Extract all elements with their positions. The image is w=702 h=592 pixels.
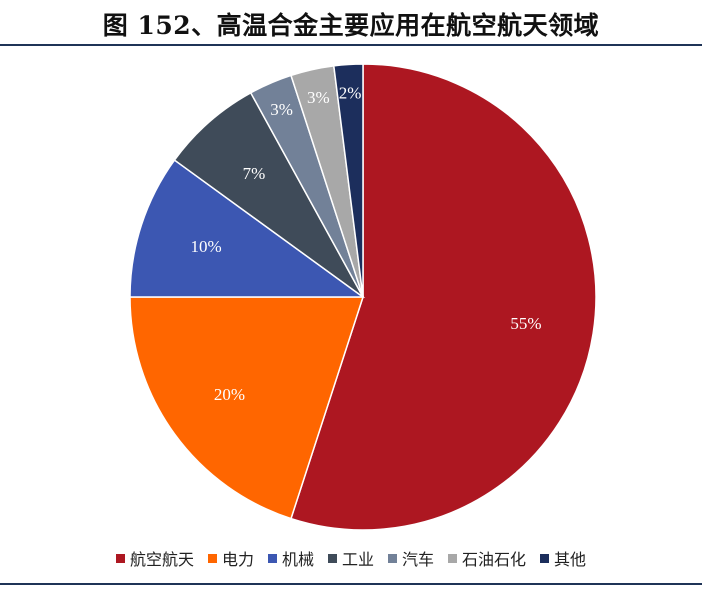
legend-item-4: 汽车 bbox=[388, 546, 434, 570]
legend-swatch-1 bbox=[207, 553, 217, 563]
legend-label-3: 工业 bbox=[341, 550, 374, 569]
slice-label-6: 2% bbox=[339, 83, 362, 102]
pie-slice-1 bbox=[129, 296, 365, 520]
bottom-divider bbox=[0, 583, 702, 585]
slice-label-3: 7% bbox=[243, 164, 266, 183]
pie-slice-3 bbox=[173, 91, 364, 298]
legend-swatch-0 bbox=[115, 553, 125, 563]
legend-swatch-3 bbox=[327, 553, 337, 563]
legend-swatch-4 bbox=[388, 553, 397, 563]
legend-item-5: 石油石化 bbox=[448, 546, 526, 570]
slice-label-0: 55% bbox=[510, 314, 541, 333]
legend-swatch-2 bbox=[267, 553, 277, 563]
pie-slice-2 bbox=[129, 159, 366, 298]
slice-label-5: 3% bbox=[307, 88, 330, 107]
legend-item-6: 其他 bbox=[540, 546, 586, 570]
legend-item-0: 航空航天 bbox=[115, 546, 194, 570]
slice-label-1: 20% bbox=[214, 385, 245, 404]
legend-label-5: 石油石化 bbox=[462, 550, 527, 569]
legend-label-2: 机械 bbox=[281, 550, 314, 569]
legend-label-0: 航空航天 bbox=[129, 550, 194, 569]
legend-swatch-5 bbox=[448, 553, 458, 563]
pie-slice-0 bbox=[290, 63, 597, 531]
legend-item-2: 机械 bbox=[267, 546, 314, 570]
top-divider bbox=[0, 44, 702, 46]
legend-label-4: 汽车 bbox=[402, 550, 435, 569]
pie-slice-6 bbox=[332, 63, 364, 298]
legend: 航空航天 电力 机械 工业 汽车 石油石化 其他 bbox=[0, 546, 702, 570]
legend-label-1: 电力 bbox=[221, 550, 254, 569]
slice-label-4: 3% bbox=[270, 100, 293, 119]
legend-item-1: 电力 bbox=[207, 546, 254, 570]
legend-label-6: 其他 bbox=[554, 550, 587, 569]
chart-title: 图 152、高温合金主要应用在航空航天领域 bbox=[102, 11, 600, 40]
slice-label-2: 10% bbox=[191, 237, 222, 256]
legend-item-3: 工业 bbox=[327, 546, 374, 570]
legend-swatch-6 bbox=[540, 553, 550, 563]
